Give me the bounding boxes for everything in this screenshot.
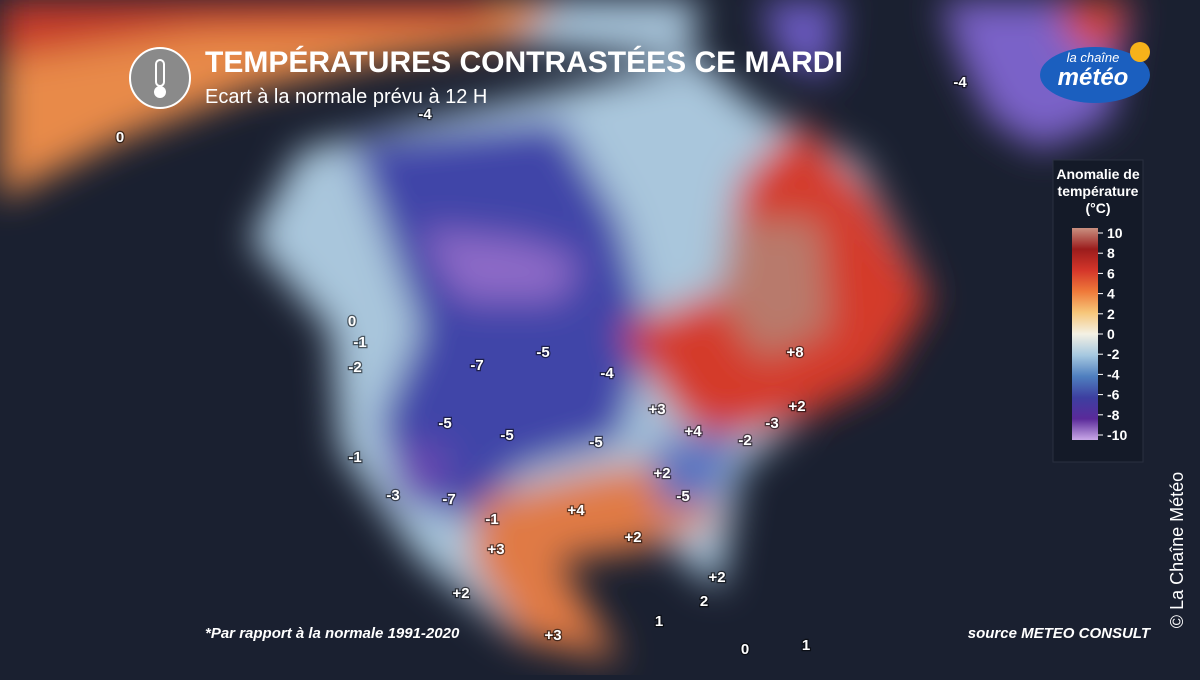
legend-tick-label: -8: [1107, 407, 1120, 423]
anomaly-label: +8: [786, 344, 803, 361]
anomaly-label: -1: [348, 449, 361, 466]
anomaly-label: -2: [348, 359, 361, 376]
anomaly-label: +3: [544, 627, 561, 644]
thermometer-icon: [154, 86, 166, 98]
source: source METEO CONSULT: [968, 625, 1152, 642]
legend-tick-label: 0: [1107, 326, 1115, 342]
anomaly-label: -4: [953, 74, 967, 91]
anomaly-label: +3: [487, 541, 504, 558]
anomaly-label: +2: [653, 465, 670, 482]
logo: [1040, 47, 1150, 103]
legend-tick-label: -6: [1107, 387, 1120, 403]
legend-tick-label: -4: [1107, 366, 1120, 382]
anomaly-label: 2: [700, 593, 708, 610]
legend-tick-label: 6: [1107, 265, 1115, 281]
anomaly-label: -5: [536, 344, 549, 361]
subtitle: Ecart à la normale prévu à 12 H: [205, 86, 487, 108]
anomaly-label: -3: [386, 487, 399, 504]
anomaly-label: -4: [418, 106, 432, 123]
anomaly-label: -5: [589, 434, 602, 451]
land: [0, 0, 1130, 660]
logo-text: météo: [1058, 64, 1129, 91]
anomaly-label: -1: [353, 334, 366, 351]
anomaly-label: -7: [470, 357, 483, 374]
thermometer-icon: [129, 47, 191, 109]
color-bar: [1072, 228, 1098, 440]
anomaly-label: 1: [802, 637, 810, 654]
legend-tick-label: 8: [1107, 245, 1115, 261]
anomaly-label: +2: [708, 569, 725, 586]
anomaly-label: 0: [116, 129, 124, 146]
anomaly-label: -5: [438, 415, 451, 432]
anomaly-label: 0: [348, 313, 356, 330]
anomaly-label: 1: [655, 613, 663, 630]
anomaly-label: +2: [788, 398, 805, 415]
anomaly-label: -3: [765, 415, 778, 432]
anomaly-label: +2: [624, 529, 641, 546]
anomaly-label: 0: [741, 641, 749, 658]
legend-tick-label: 10: [1107, 225, 1123, 241]
anomaly-label: +4: [567, 502, 585, 519]
map-labels: -4 0 -4 0 -1 -2 -7 -5 -4 +8 +3 +2 -3 -5 -5 +4 -2 -5 -1 +2 -5…: [115, 73, 969, 660]
anomaly-label: +2: [452, 585, 469, 602]
title: TEMPÉRATURES CONTRASTÉES CE MARDI: [205, 45, 843, 79]
anomaly-label: -5: [500, 427, 513, 444]
footnote: *Par rapport à la normale 1991-2020: [205, 625, 460, 642]
anomaly-label: -5: [676, 488, 689, 505]
legend-title: Anomalie de: [1056, 166, 1139, 182]
anomaly-label: +4: [684, 423, 702, 440]
copyright: © La Chaîne Météo: [1167, 472, 1187, 628]
anomaly-label: +3: [648, 401, 665, 418]
legend-tick-label: 4: [1107, 286, 1115, 302]
legend-tick-label: -10: [1107, 427, 1127, 443]
anomaly-label: -2: [738, 432, 751, 449]
legend-title: (°C): [1085, 200, 1110, 216]
logo: [1130, 42, 1150, 62]
legend-tick-label: 2: [1107, 306, 1115, 322]
anomaly-label: -7: [442, 491, 455, 508]
anomaly-label: -1: [485, 511, 498, 528]
legend-tick-label: -2: [1107, 346, 1120, 362]
logo-text: la chaîne: [1067, 50, 1120, 65]
legend-title: température: [1058, 183, 1139, 199]
anomaly-label: -4: [600, 365, 614, 382]
